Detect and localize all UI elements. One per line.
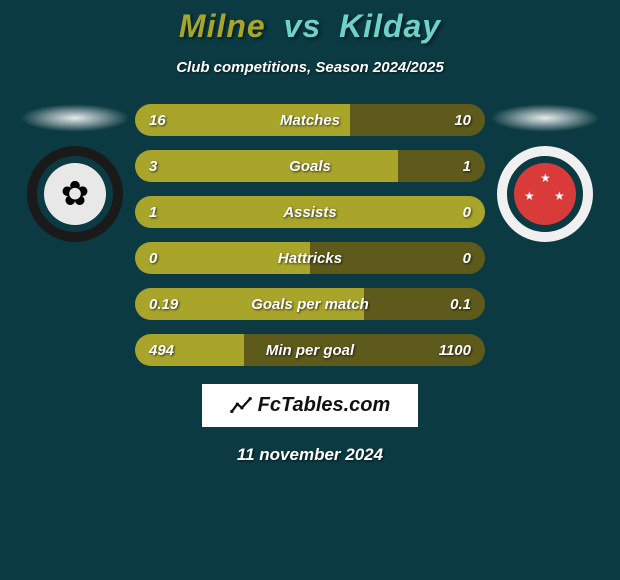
star-icon: ★ bbox=[540, 171, 551, 185]
chart-icon bbox=[230, 395, 252, 417]
date-text: 11 november 2024 bbox=[237, 445, 383, 465]
stat-content: 1Assists0 bbox=[135, 196, 485, 228]
stat-row: 3Goals1 bbox=[135, 150, 485, 182]
thistle-icon: ✿ bbox=[61, 177, 90, 211]
comparison-card: Milne vs Kilday Club competitions, Seaso… bbox=[0, 0, 620, 580]
stat-row: 16Matches10 bbox=[135, 104, 485, 136]
club-left-column: ✿ bbox=[15, 104, 135, 242]
club-left-crest: ✿ bbox=[27, 146, 123, 242]
star-icon: ★ bbox=[554, 189, 565, 203]
stat-label: Goals bbox=[135, 158, 485, 175]
title-vs: vs bbox=[284, 8, 322, 44]
brand-text: FcTables.com bbox=[258, 394, 391, 417]
title-player1: Milne bbox=[179, 8, 266, 44]
stat-label: Goals per match bbox=[135, 296, 485, 313]
stat-row: 0.19Goals per match0.1 bbox=[135, 288, 485, 320]
star-icon: ★ bbox=[524, 189, 535, 203]
brand-badge: FcTables.com bbox=[202, 384, 419, 427]
stat-content: 494Min per goal1100 bbox=[135, 334, 485, 366]
subtitle: Club competitions, Season 2024/2025 bbox=[0, 59, 620, 76]
stat-row: 1Assists0 bbox=[135, 196, 485, 228]
shine-glow bbox=[490, 104, 600, 132]
stat-content: 16Matches10 bbox=[135, 104, 485, 136]
footer: FcTables.com 11 november 2024 bbox=[0, 384, 620, 465]
stat-label: Min per goal bbox=[135, 342, 485, 359]
stat-label: Matches bbox=[135, 112, 485, 129]
shine-glow bbox=[20, 104, 130, 132]
title-player2: Kilday bbox=[339, 8, 441, 44]
stat-label: Assists bbox=[135, 204, 485, 221]
stat-label: Hattricks bbox=[135, 250, 485, 267]
stat-content: 0Hattricks0 bbox=[135, 242, 485, 274]
stat-row: 494Min per goal1100 bbox=[135, 334, 485, 366]
stat-row: 0Hattricks0 bbox=[135, 242, 485, 274]
stats-panel: 16Matches10 3Goals1 1Assists0 0Hattricks0 0.… bbox=[135, 104, 485, 366]
crest-inner: ★ ★ ★ bbox=[514, 163, 576, 225]
club-right-column: ★ ★ ★ bbox=[485, 104, 605, 242]
stat-content: 3Goals1 bbox=[135, 150, 485, 182]
club-right-crest: ★ ★ ★ bbox=[497, 146, 593, 242]
page-title: Milne vs Kilday bbox=[0, 8, 620, 45]
body: ✿ 16Matches10 3Goals1 1Assists0 0Hattricks0… bbox=[0, 104, 620, 366]
stat-content: 0.19Goals per match0.1 bbox=[135, 288, 485, 320]
